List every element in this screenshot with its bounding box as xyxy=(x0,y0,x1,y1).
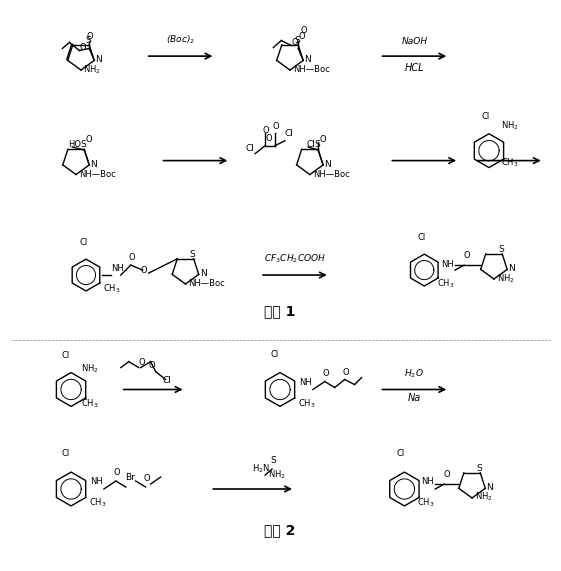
Text: O: O xyxy=(79,43,86,53)
Text: Cl: Cl xyxy=(79,238,88,247)
Text: O: O xyxy=(323,368,329,377)
Text: NH—Boc: NH—Boc xyxy=(313,170,350,179)
Text: NH—Boc: NH—Boc xyxy=(293,65,330,74)
Text: Cl: Cl xyxy=(61,351,70,360)
Text: O: O xyxy=(149,361,155,369)
Text: S: S xyxy=(476,464,482,473)
Text: O: O xyxy=(144,474,150,483)
Text: NH—Boc: NH—Boc xyxy=(188,279,225,288)
Text: Cl: Cl xyxy=(163,376,172,384)
Text: S: S xyxy=(85,36,91,45)
Text: HCL: HCL xyxy=(404,63,424,73)
Text: NH$_2$: NH$_2$ xyxy=(268,468,286,481)
Text: Cl: Cl xyxy=(245,144,254,152)
Text: O: O xyxy=(443,470,450,479)
Text: NH: NH xyxy=(299,377,312,387)
Text: NH: NH xyxy=(111,264,123,273)
Text: N: N xyxy=(324,160,331,169)
Text: S: S xyxy=(190,250,195,259)
Text: S: S xyxy=(294,36,300,45)
Text: S: S xyxy=(498,245,504,254)
Text: CF$_3$CH$_2$COOH: CF$_3$CH$_2$COOH xyxy=(264,252,326,265)
Text: O: O xyxy=(319,135,326,144)
Text: O: O xyxy=(291,38,298,47)
Text: N: N xyxy=(486,483,493,492)
Text: NH$_2$: NH$_2$ xyxy=(475,491,493,504)
Text: O: O xyxy=(265,134,272,143)
Text: Cl: Cl xyxy=(481,112,489,121)
Text: Cl: Cl xyxy=(61,449,70,458)
Text: CH$_3$: CH$_3$ xyxy=(89,497,107,509)
Text: O: O xyxy=(298,31,305,41)
Text: HO: HO xyxy=(68,140,81,149)
Text: O: O xyxy=(262,126,269,135)
Text: H$_2$O: H$_2$O xyxy=(404,367,424,380)
Text: O: O xyxy=(300,26,307,35)
Text: NH$_2$: NH$_2$ xyxy=(81,363,99,375)
Text: NH$_2$: NH$_2$ xyxy=(501,120,518,132)
Text: Br: Br xyxy=(125,473,135,482)
Text: O: O xyxy=(86,31,93,41)
Text: N: N xyxy=(90,160,97,169)
Text: CH$_3$: CH$_3$ xyxy=(81,397,99,410)
Text: N: N xyxy=(508,264,515,274)
Text: NH$_2$: NH$_2$ xyxy=(83,63,100,75)
Text: 路线 2: 路线 2 xyxy=(264,523,296,537)
Text: O: O xyxy=(139,357,145,367)
Text: O: O xyxy=(114,468,121,477)
Text: O: O xyxy=(85,135,92,144)
Text: Cl: Cl xyxy=(397,449,404,458)
Text: CH$_3$: CH$_3$ xyxy=(298,397,315,410)
Text: S: S xyxy=(270,456,276,465)
Text: NH: NH xyxy=(441,260,454,269)
Text: 路线 1: 路线 1 xyxy=(264,304,296,318)
Text: NH$_2$: NH$_2$ xyxy=(497,272,514,284)
Text: O: O xyxy=(343,368,350,376)
Text: CH$_3$: CH$_3$ xyxy=(437,278,455,291)
Text: CH$_3$: CH$_3$ xyxy=(103,283,121,295)
Text: Na: Na xyxy=(408,393,421,404)
Text: CH$_3$: CH$_3$ xyxy=(417,497,435,509)
Text: NH: NH xyxy=(90,477,103,486)
Text: O: O xyxy=(129,253,135,262)
Text: O: O xyxy=(463,251,470,260)
Text: N: N xyxy=(95,55,102,65)
Text: Cl: Cl xyxy=(306,140,315,149)
Text: S: S xyxy=(314,140,320,150)
Text: N: N xyxy=(304,55,311,65)
Text: NaOH: NaOH xyxy=(401,37,427,46)
Text: S: S xyxy=(80,140,86,150)
Text: O: O xyxy=(141,266,148,275)
Text: NH—Boc: NH—Boc xyxy=(79,170,116,179)
Text: H$_2$N: H$_2$N xyxy=(252,462,270,475)
Text: Cl: Cl xyxy=(285,128,294,138)
Text: CH$_3$: CH$_3$ xyxy=(501,156,518,169)
Text: Cl: Cl xyxy=(270,349,278,359)
Text: N: N xyxy=(200,270,206,279)
Text: Cl: Cl xyxy=(417,233,426,242)
Text: O: O xyxy=(272,122,279,131)
Text: (Boc)$_2$: (Boc)$_2$ xyxy=(166,34,195,46)
Text: NH: NH xyxy=(421,477,434,486)
